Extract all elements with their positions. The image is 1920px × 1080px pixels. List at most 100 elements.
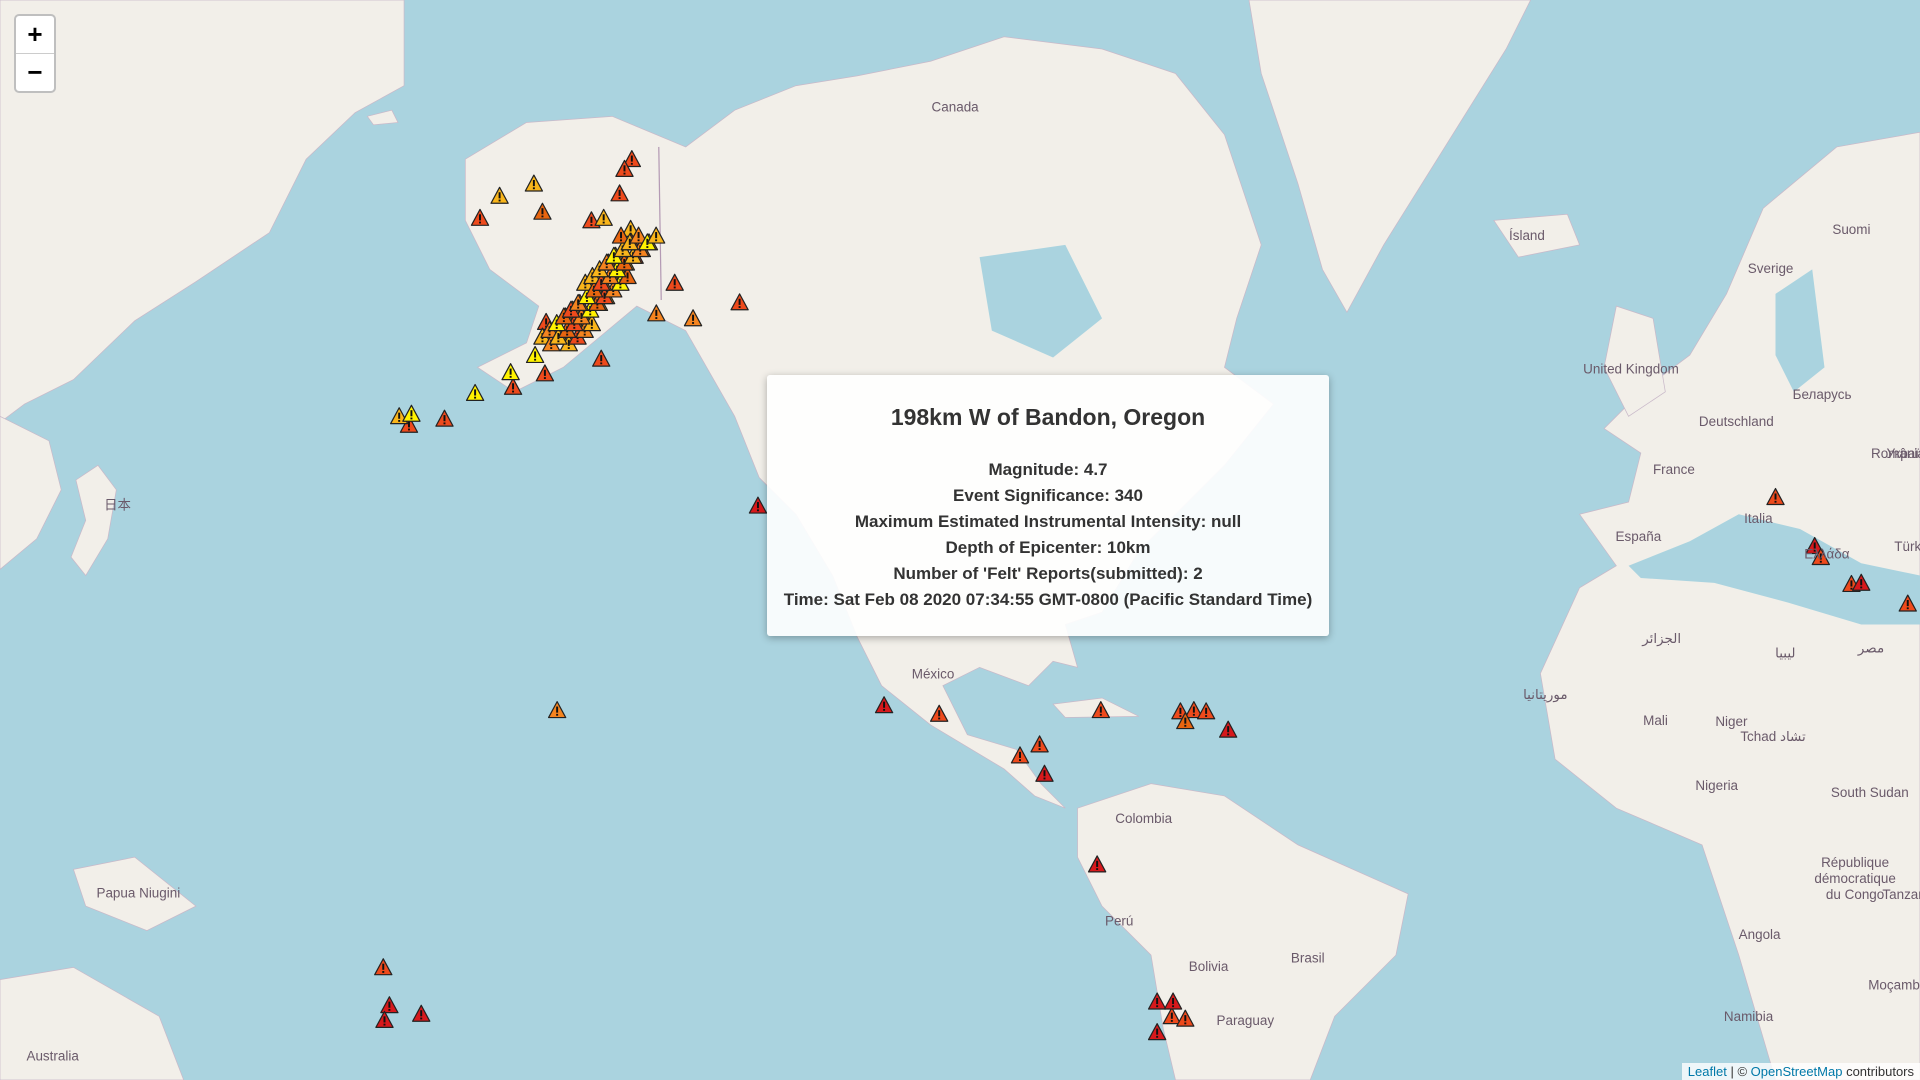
- marker-glyph: [1860, 586, 1863, 589]
- quake-marker: [375, 1010, 394, 1028]
- marker-glyph: [1192, 706, 1195, 713]
- marker-glyph: [1179, 707, 1182, 714]
- place-label: du Congo: [1826, 887, 1884, 902]
- osm-link[interactable]: OpenStreetMap: [1750, 1064, 1843, 1079]
- marker-glyph: [443, 422, 446, 425]
- marker-glyph: [1192, 713, 1195, 716]
- quake-marker: [374, 958, 393, 976]
- marker-glyph: [639, 252, 642, 255]
- marker-glyph: [443, 415, 446, 422]
- marker-glyph: [1813, 549, 1816, 552]
- marker-glyph: [410, 410, 413, 417]
- marker-glyph: [479, 221, 481, 224]
- place-label: ليبيا: [1775, 646, 1795, 661]
- marker-glyph: [692, 314, 695, 321]
- marker-glyph: [1170, 1020, 1173, 1022]
- marker-glyph: [388, 1008, 391, 1011]
- zoom-out[interactable]: −: [16, 53, 54, 91]
- marker-glyph: [612, 293, 615, 296]
- quake-marker: [1035, 764, 1054, 782]
- quake-marker: [1147, 992, 1167, 1010]
- quake-marker: [646, 226, 666, 244]
- marker-glyph: [557, 340, 560, 343]
- marker-glyph: [620, 232, 623, 239]
- place-label: România: [1871, 446, 1920, 461]
- marker-glyph: [474, 389, 477, 396]
- marker-glyph: [1819, 553, 1822, 560]
- quake-marker: [1805, 536, 1824, 555]
- place-label: Perú: [1105, 914, 1133, 929]
- place-label: Australia: [26, 1048, 79, 1063]
- quake-marker: [1163, 992, 1183, 1010]
- marker-glyph: [398, 420, 401, 422]
- marker-glyph: [543, 369, 546, 376]
- marker-glyph: [618, 189, 621, 196]
- marker-glyph: [590, 224, 593, 226]
- marker-glyph: [1227, 726, 1230, 733]
- marker-glyph: [655, 232, 658, 239]
- place-label: Namibia: [1724, 1009, 1774, 1024]
- marker-glyph: [509, 375, 512, 378]
- quake-marker: [435, 409, 454, 427]
- attribution: Leaflet | © OpenStreetMap contributors: [1681, 1063, 1920, 1080]
- place-label: Canada: [932, 99, 980, 114]
- marker-glyph: [1184, 724, 1187, 727]
- marker-glyph: [600, 355, 603, 362]
- quake-marker: [470, 208, 490, 226]
- leaflet-link[interactable]: Leaflet: [1687, 1064, 1727, 1079]
- popup: 198km W of Bandon, Oregon Magnitude: 4.7…: [767, 375, 1329, 636]
- marker-glyph: [577, 306, 580, 309]
- marker-glyph: [474, 396, 477, 399]
- marker-glyph: [883, 701, 886, 708]
- marker-glyph: [562, 320, 565, 323]
- quake-marker: [1218, 720, 1238, 738]
- popup-line: Number of 'Felt' Reports(submitted): 2: [893, 564, 1203, 583]
- marker-glyph: [593, 293, 596, 296]
- marker-glyph: [1850, 587, 1853, 590]
- marker-glyph: [637, 232, 640, 239]
- marker-glyph: [532, 187, 535, 190]
- marker-glyph: [512, 390, 515, 393]
- place-label: México: [912, 666, 955, 681]
- marker-glyph: [646, 238, 649, 245]
- place-label: United Kingdom: [1583, 361, 1679, 376]
- marker-glyph: [1019, 759, 1021, 762]
- marker-glyph: [1096, 860, 1099, 867]
- marker-glyph: [623, 266, 626, 269]
- marker-glyph: [541, 215, 544, 218]
- place-label: Moçambi: [1868, 977, 1920, 992]
- marker-glyph: [398, 412, 401, 419]
- quake-marker: [525, 345, 545, 364]
- popup-line: Time: Sat Feb 08 2020 07:34:55 GMT-0800 …: [783, 590, 1313, 609]
- place-label: مصر: [1857, 641, 1884, 657]
- marker-glyph: [1906, 607, 1909, 610]
- marker-glyph: [556, 713, 559, 716]
- marker-glyph: [584, 286, 587, 289]
- separator: | ©: [1730, 1064, 1748, 1079]
- marker-glyph: [626, 272, 629, 279]
- marker-glyph: [629, 232, 632, 235]
- marker-glyph: [576, 340, 579, 343]
- popup-line: Magnitude: 4.7: [988, 460, 1108, 479]
- quake-marker: [629, 226, 648, 244]
- marker-glyph: [1184, 1022, 1187, 1025]
- place-label: Nigeria: [1695, 778, 1738, 793]
- popup-line: Event Significance: 340: [953, 486, 1143, 505]
- quake-marker: [490, 186, 509, 204]
- popup-line: Depth of Epicenter: 10km: [945, 538, 1151, 557]
- attribution-suffix: contributors: [1846, 1064, 1914, 1079]
- marker-glyph: [883, 708, 886, 711]
- marker-glyph: [1156, 1028, 1159, 1035]
- marker-glyph: [616, 273, 619, 275]
- marker-glyph: [408, 421, 410, 428]
- quake-marker: [1766, 487, 1785, 506]
- marker-glyph: [567, 347, 570, 349]
- marker-glyph: [534, 351, 537, 358]
- marker-glyph: [382, 963, 385, 970]
- quake-marker: [647, 304, 666, 322]
- zoom-in[interactable]: +: [27, 19, 43, 49]
- quake-marker: [665, 273, 684, 291]
- marker-glyph: [589, 313, 592, 316]
- place-label: South Sudan: [1831, 785, 1909, 800]
